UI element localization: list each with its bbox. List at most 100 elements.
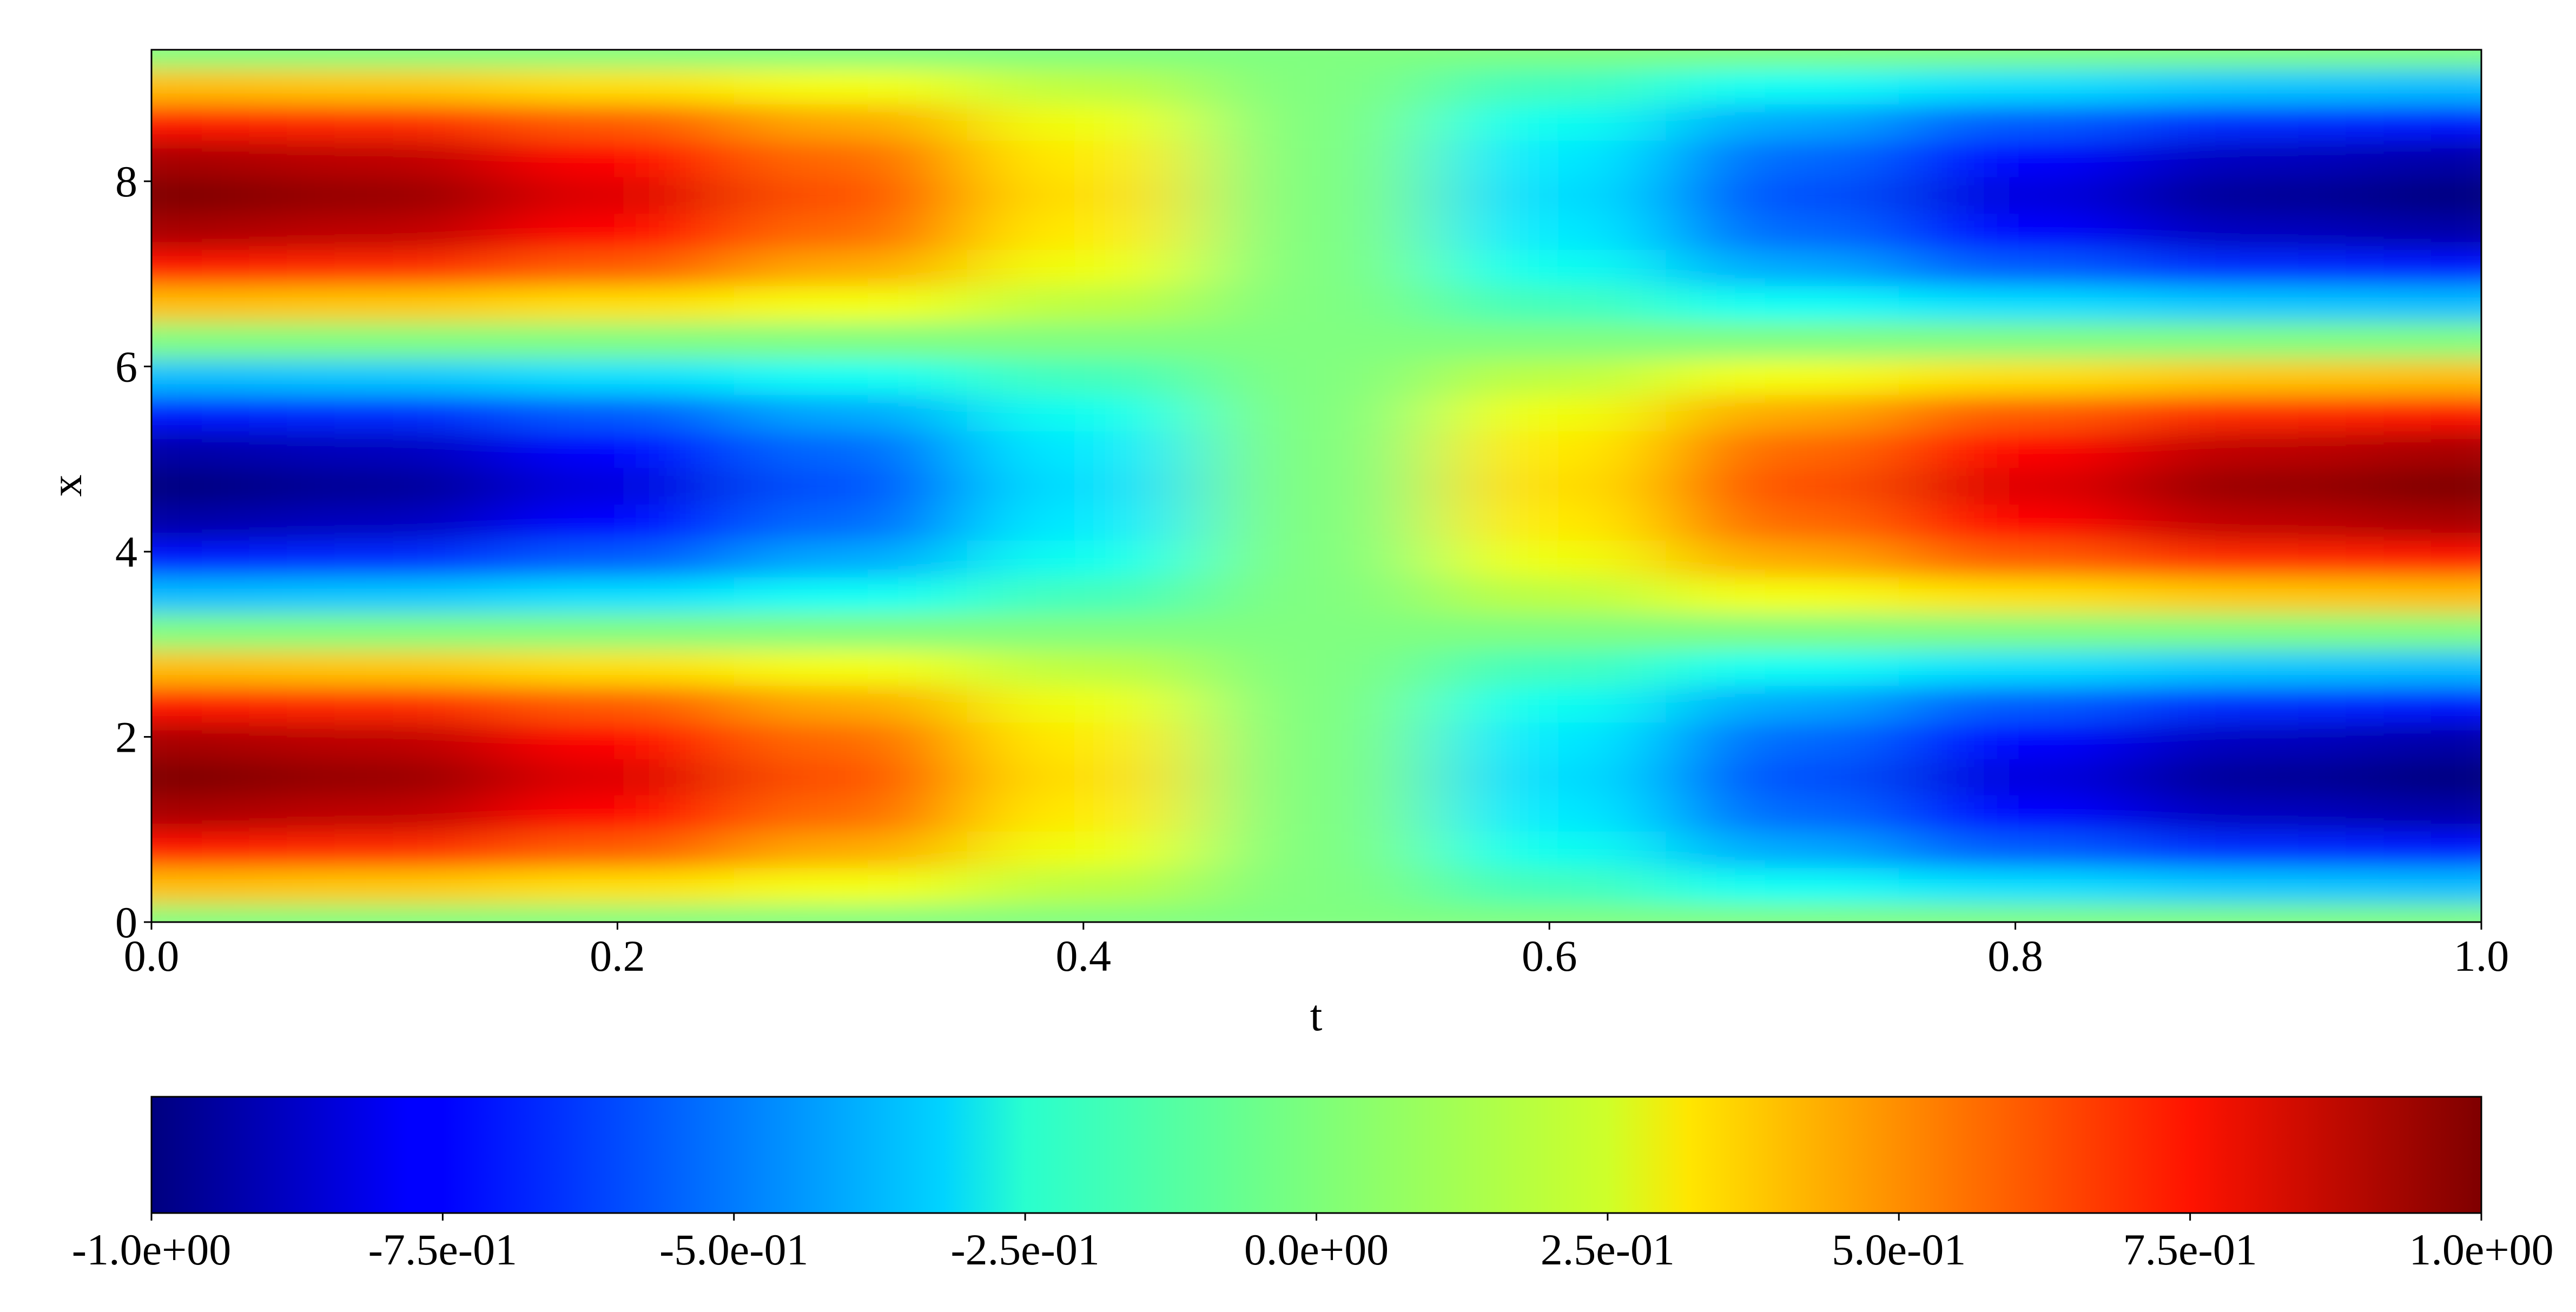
heatmap-cell bbox=[967, 577, 1201, 614]
heatmap-cell bbox=[1200, 68, 1434, 105]
heatmap-cell bbox=[2131, 613, 2366, 650]
heatmap-cell bbox=[1432, 503, 1667, 541]
heatmap-cell bbox=[2364, 249, 2481, 286]
heatmap-cell bbox=[734, 249, 968, 286]
heatmap-cell bbox=[1899, 176, 2132, 214]
colorbar-tick-label: -7.5e-01 bbox=[368, 1225, 518, 1274]
heatmap-cell bbox=[967, 758, 1201, 796]
heatmap-cell bbox=[2364, 758, 2481, 796]
heatmap-cell bbox=[2131, 649, 2366, 686]
heatmap-cell bbox=[967, 867, 1201, 905]
heatmap-cell bbox=[1666, 613, 1900, 650]
heatmap-cell bbox=[1432, 322, 1667, 360]
heatmap-cell bbox=[1432, 649, 1667, 686]
heatmap-cell bbox=[1432, 285, 1667, 323]
colorbar-tick-label: -1.0e+00 bbox=[72, 1225, 231, 1274]
heatmap-cell bbox=[2131, 577, 2366, 614]
heatmap-cell bbox=[2364, 176, 2481, 214]
heatmap-cell bbox=[1200, 467, 1434, 505]
heatmap-cell bbox=[268, 68, 502, 105]
heatmap-cell bbox=[734, 649, 968, 686]
heatmap-cell bbox=[2364, 685, 2481, 723]
heatmap-cell bbox=[2364, 359, 2481, 395]
heatmap-cell bbox=[1666, 68, 1900, 105]
heatmap-cell bbox=[1200, 104, 1434, 141]
heatmap-cell bbox=[967, 467, 1201, 505]
heatmap-cell bbox=[1200, 359, 1434, 395]
heatmap-cell bbox=[2131, 359, 2366, 395]
heatmap-cell bbox=[1899, 867, 2132, 905]
heatmap-cell bbox=[151, 503, 269, 541]
heatmap-cell bbox=[151, 722, 269, 759]
heatmap-cell bbox=[1666, 140, 1900, 177]
heatmap-cell bbox=[2364, 430, 2481, 468]
heatmap-cell bbox=[2364, 322, 2481, 360]
heatmap-cell bbox=[268, 176, 502, 214]
x-tick-label: 0.6 bbox=[1522, 931, 1577, 980]
heatmap-cell bbox=[1432, 831, 1667, 868]
heatmap-cell bbox=[1432, 213, 1667, 250]
heatmap-cell bbox=[501, 359, 735, 395]
heatmap-cell bbox=[734, 467, 968, 505]
heatmap-cell bbox=[2131, 104, 2366, 141]
heatmap-cell bbox=[1666, 540, 1900, 578]
heatmap-cell bbox=[1432, 722, 1667, 759]
heatmap-cell bbox=[268, 140, 502, 177]
colorbar-tick-label: 0.0e+00 bbox=[1244, 1225, 1389, 1274]
heatmap-cell bbox=[151, 249, 269, 286]
heatmap-cell bbox=[2131, 140, 2366, 177]
heatmap-cell bbox=[1432, 176, 1667, 214]
heatmap-cell bbox=[967, 394, 1201, 432]
heatmap-cell bbox=[967, 613, 1201, 650]
heatmap-cell bbox=[1899, 68, 2132, 105]
heatmap-cell bbox=[268, 50, 502, 69]
heatmap-cell bbox=[268, 831, 502, 868]
heatmap-cell bbox=[2131, 176, 2366, 214]
heatmap-cell bbox=[501, 50, 735, 69]
heatmap-cell bbox=[268, 904, 502, 922]
heatmap-cell bbox=[501, 322, 735, 360]
heatmap-cell bbox=[2364, 104, 2481, 141]
heatmap-cell bbox=[2131, 430, 2366, 468]
heatmap-cell bbox=[501, 904, 735, 922]
heatmap-cell bbox=[2131, 50, 2366, 69]
heatmap-cell bbox=[268, 685, 502, 723]
heatmap-cell bbox=[1666, 322, 1900, 360]
heatmap-cell bbox=[967, 503, 1201, 541]
heatmap-cell bbox=[1899, 50, 2132, 69]
heatmap-cell bbox=[151, 140, 269, 177]
heatmap-cell bbox=[268, 394, 502, 432]
heatmap-cell bbox=[1200, 213, 1434, 250]
heatmap-cell bbox=[967, 322, 1201, 360]
heatmap-cell bbox=[1432, 467, 1667, 505]
heatmap-cell bbox=[1200, 577, 1434, 614]
colorbar-tick-label: 5.0e-01 bbox=[1832, 1225, 1966, 1274]
heatmap-cell bbox=[151, 213, 269, 250]
heatmap-cell bbox=[2364, 285, 2481, 323]
heatmap-cell bbox=[967, 722, 1201, 759]
heatmap-cell bbox=[1666, 285, 1900, 323]
heatmap-cell bbox=[2364, 140, 2481, 177]
heatmap-cell bbox=[2364, 613, 2481, 650]
heatmap-cell bbox=[1899, 758, 2132, 796]
heatmap-cell bbox=[501, 831, 735, 868]
heatmap-cell bbox=[734, 68, 968, 105]
heatmap-cell bbox=[1200, 50, 1434, 69]
heatmap-cell bbox=[1200, 649, 1434, 686]
heatmap-cell bbox=[967, 359, 1201, 395]
heatmap-cell bbox=[1200, 722, 1434, 759]
colorbar-tick-label: 7.5e-01 bbox=[2123, 1225, 2257, 1274]
heatmap-cell bbox=[1432, 50, 1667, 69]
heatmap-cell bbox=[1200, 430, 1434, 468]
heatmap-cell bbox=[1666, 394, 1900, 432]
heatmap-cell bbox=[967, 904, 1201, 922]
heatmap-cell bbox=[1666, 249, 1900, 286]
heatmap-cell bbox=[1200, 285, 1434, 323]
heatmap-cell bbox=[2131, 503, 2366, 541]
y-tick-label: 6 bbox=[115, 342, 137, 392]
heatmap-cell bbox=[1666, 794, 1900, 832]
heatmap-cell bbox=[2131, 394, 2366, 432]
heatmap-cell bbox=[734, 430, 968, 468]
heatmap-cell bbox=[1899, 649, 2132, 686]
heatmap-cell bbox=[1666, 50, 1900, 69]
